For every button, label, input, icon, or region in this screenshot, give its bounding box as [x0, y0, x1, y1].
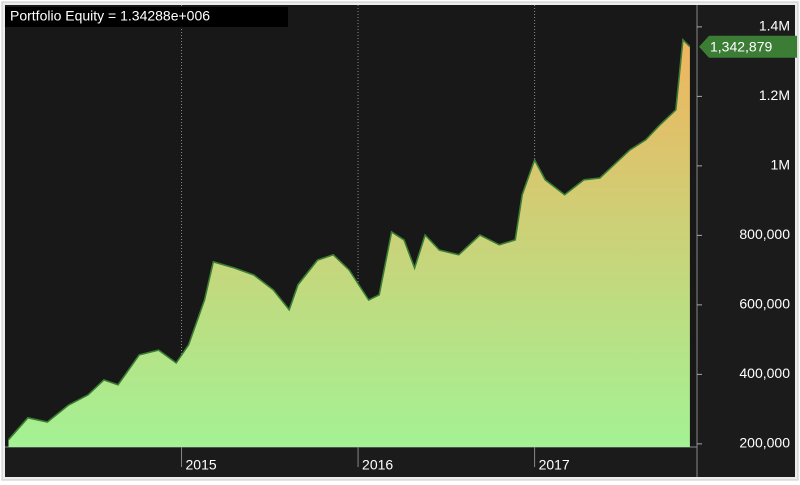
end-value-marker: [699, 35, 797, 58]
chart-layer: 2015 2016 2017 200,000 400,000 600,000 800,000…: [7, 5, 797, 473]
y-tick-label: 200,000: [739, 435, 790, 451]
y-tick-label: 1M: [771, 157, 790, 173]
end-value-label: 1,342,879: [710, 38, 772, 54]
y-tick-label: 400,000: [739, 365, 790, 381]
equity-line: [7, 37, 691, 441]
x-tick-label: 2016: [362, 457, 393, 473]
y-tick-label: 800,000: [739, 226, 790, 242]
x-tick-label: 2015: [186, 457, 217, 473]
y-tick-label: 1.2M: [759, 87, 790, 103]
equity-area: [8, 39, 690, 447]
x-tick-label: 2017: [539, 457, 570, 473]
y-tick-label: 600,000: [739, 296, 790, 312]
y-tick-label: 1.4M: [759, 18, 790, 34]
chart-title: Portfolio Equity = 1.34288e+006: [10, 8, 210, 24]
title-background: [5, 7, 288, 27]
